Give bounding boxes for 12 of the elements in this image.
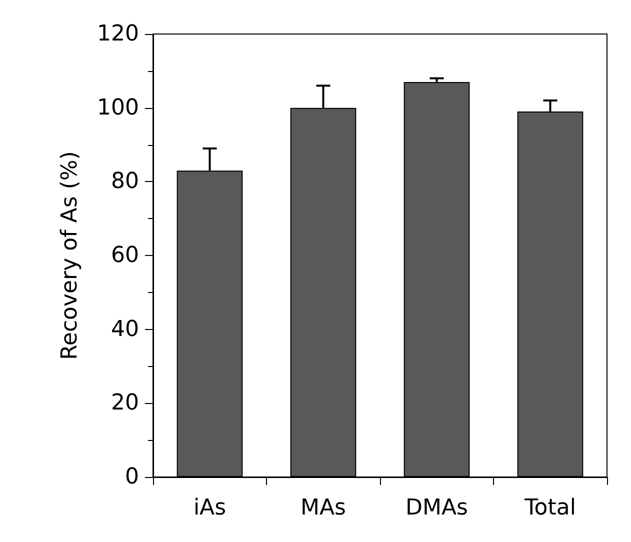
- y-tick-label: 80: [111, 169, 139, 194]
- y-tick-label: 20: [111, 390, 139, 416]
- x-tick-label: Total: [524, 496, 576, 520]
- y-tick-label: 60: [111, 243, 139, 268]
- y-axis-title: Recovery of As (%): [58, 151, 82, 360]
- x-tick-label: iAs: [193, 496, 226, 520]
- y-tick-label: 100: [97, 95, 139, 120]
- y-tick-label: 40: [111, 316, 139, 342]
- y-tick-label: 120: [97, 22, 139, 46]
- x-tick-label: DMAs: [406, 496, 468, 520]
- x-tick-label: MAs: [300, 496, 346, 520]
- y-tick-label: 0: [125, 464, 139, 490]
